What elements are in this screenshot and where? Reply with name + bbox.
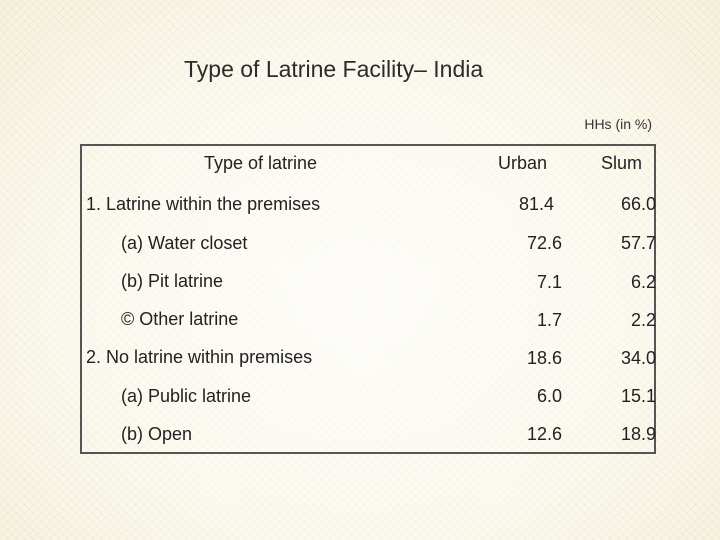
slide-title: Type of Latrine Facility– India	[184, 56, 484, 82]
row-slum-value: 15.1	[620, 386, 656, 406]
row-slum-value: 66.0	[620, 194, 656, 214]
unit-note: HHs (in %)	[584, 116, 652, 132]
latrine-table	[80, 144, 656, 454]
header-type-of-latrine: Type of latrine	[204, 153, 318, 173]
row-slum-value: 34.0	[620, 348, 656, 368]
row-label: © Other latrine	[121, 309, 239, 329]
row-label: 2. No latrine within premises	[86, 347, 313, 367]
row-label: 1. Latrine within the premises	[86, 194, 321, 214]
row-slum-value: 6.2	[630, 272, 656, 292]
row-label: (b) Pit latrine	[121, 271, 224, 291]
row-slum-value: 57.7	[620, 233, 656, 253]
row-urban-value: 12.6	[526, 424, 562, 444]
header-slum: Slum	[601, 153, 643, 173]
row-urban-value: 72.6	[526, 233, 562, 253]
row-urban-value: 6.0	[536, 386, 562, 406]
row-label: (a) Public latrine	[121, 386, 252, 406]
row-label: (b) Open	[121, 424, 193, 444]
row-slum-value: 18.9	[620, 424, 656, 444]
row-urban-value: 7.1	[536, 272, 562, 292]
header-urban: Urban	[498, 153, 548, 173]
row-urban-value: 18.6	[526, 348, 562, 368]
row-urban-value: 1.7	[536, 310, 562, 330]
row-label: (a) Water closet	[121, 233, 248, 253]
row-urban-value: 81.4	[518, 194, 554, 214]
row-slum-value: 2.2	[630, 310, 656, 330]
